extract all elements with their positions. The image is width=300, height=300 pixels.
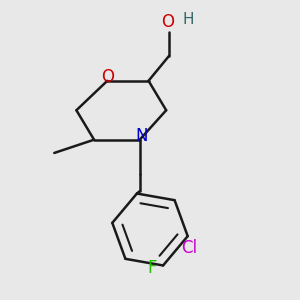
- Text: F: F: [147, 260, 157, 278]
- Text: H: H: [182, 12, 194, 27]
- Text: Cl: Cl: [181, 239, 197, 257]
- Text: O: O: [101, 68, 114, 86]
- Text: N: N: [135, 127, 147, 145]
- Text: O: O: [161, 13, 174, 31]
